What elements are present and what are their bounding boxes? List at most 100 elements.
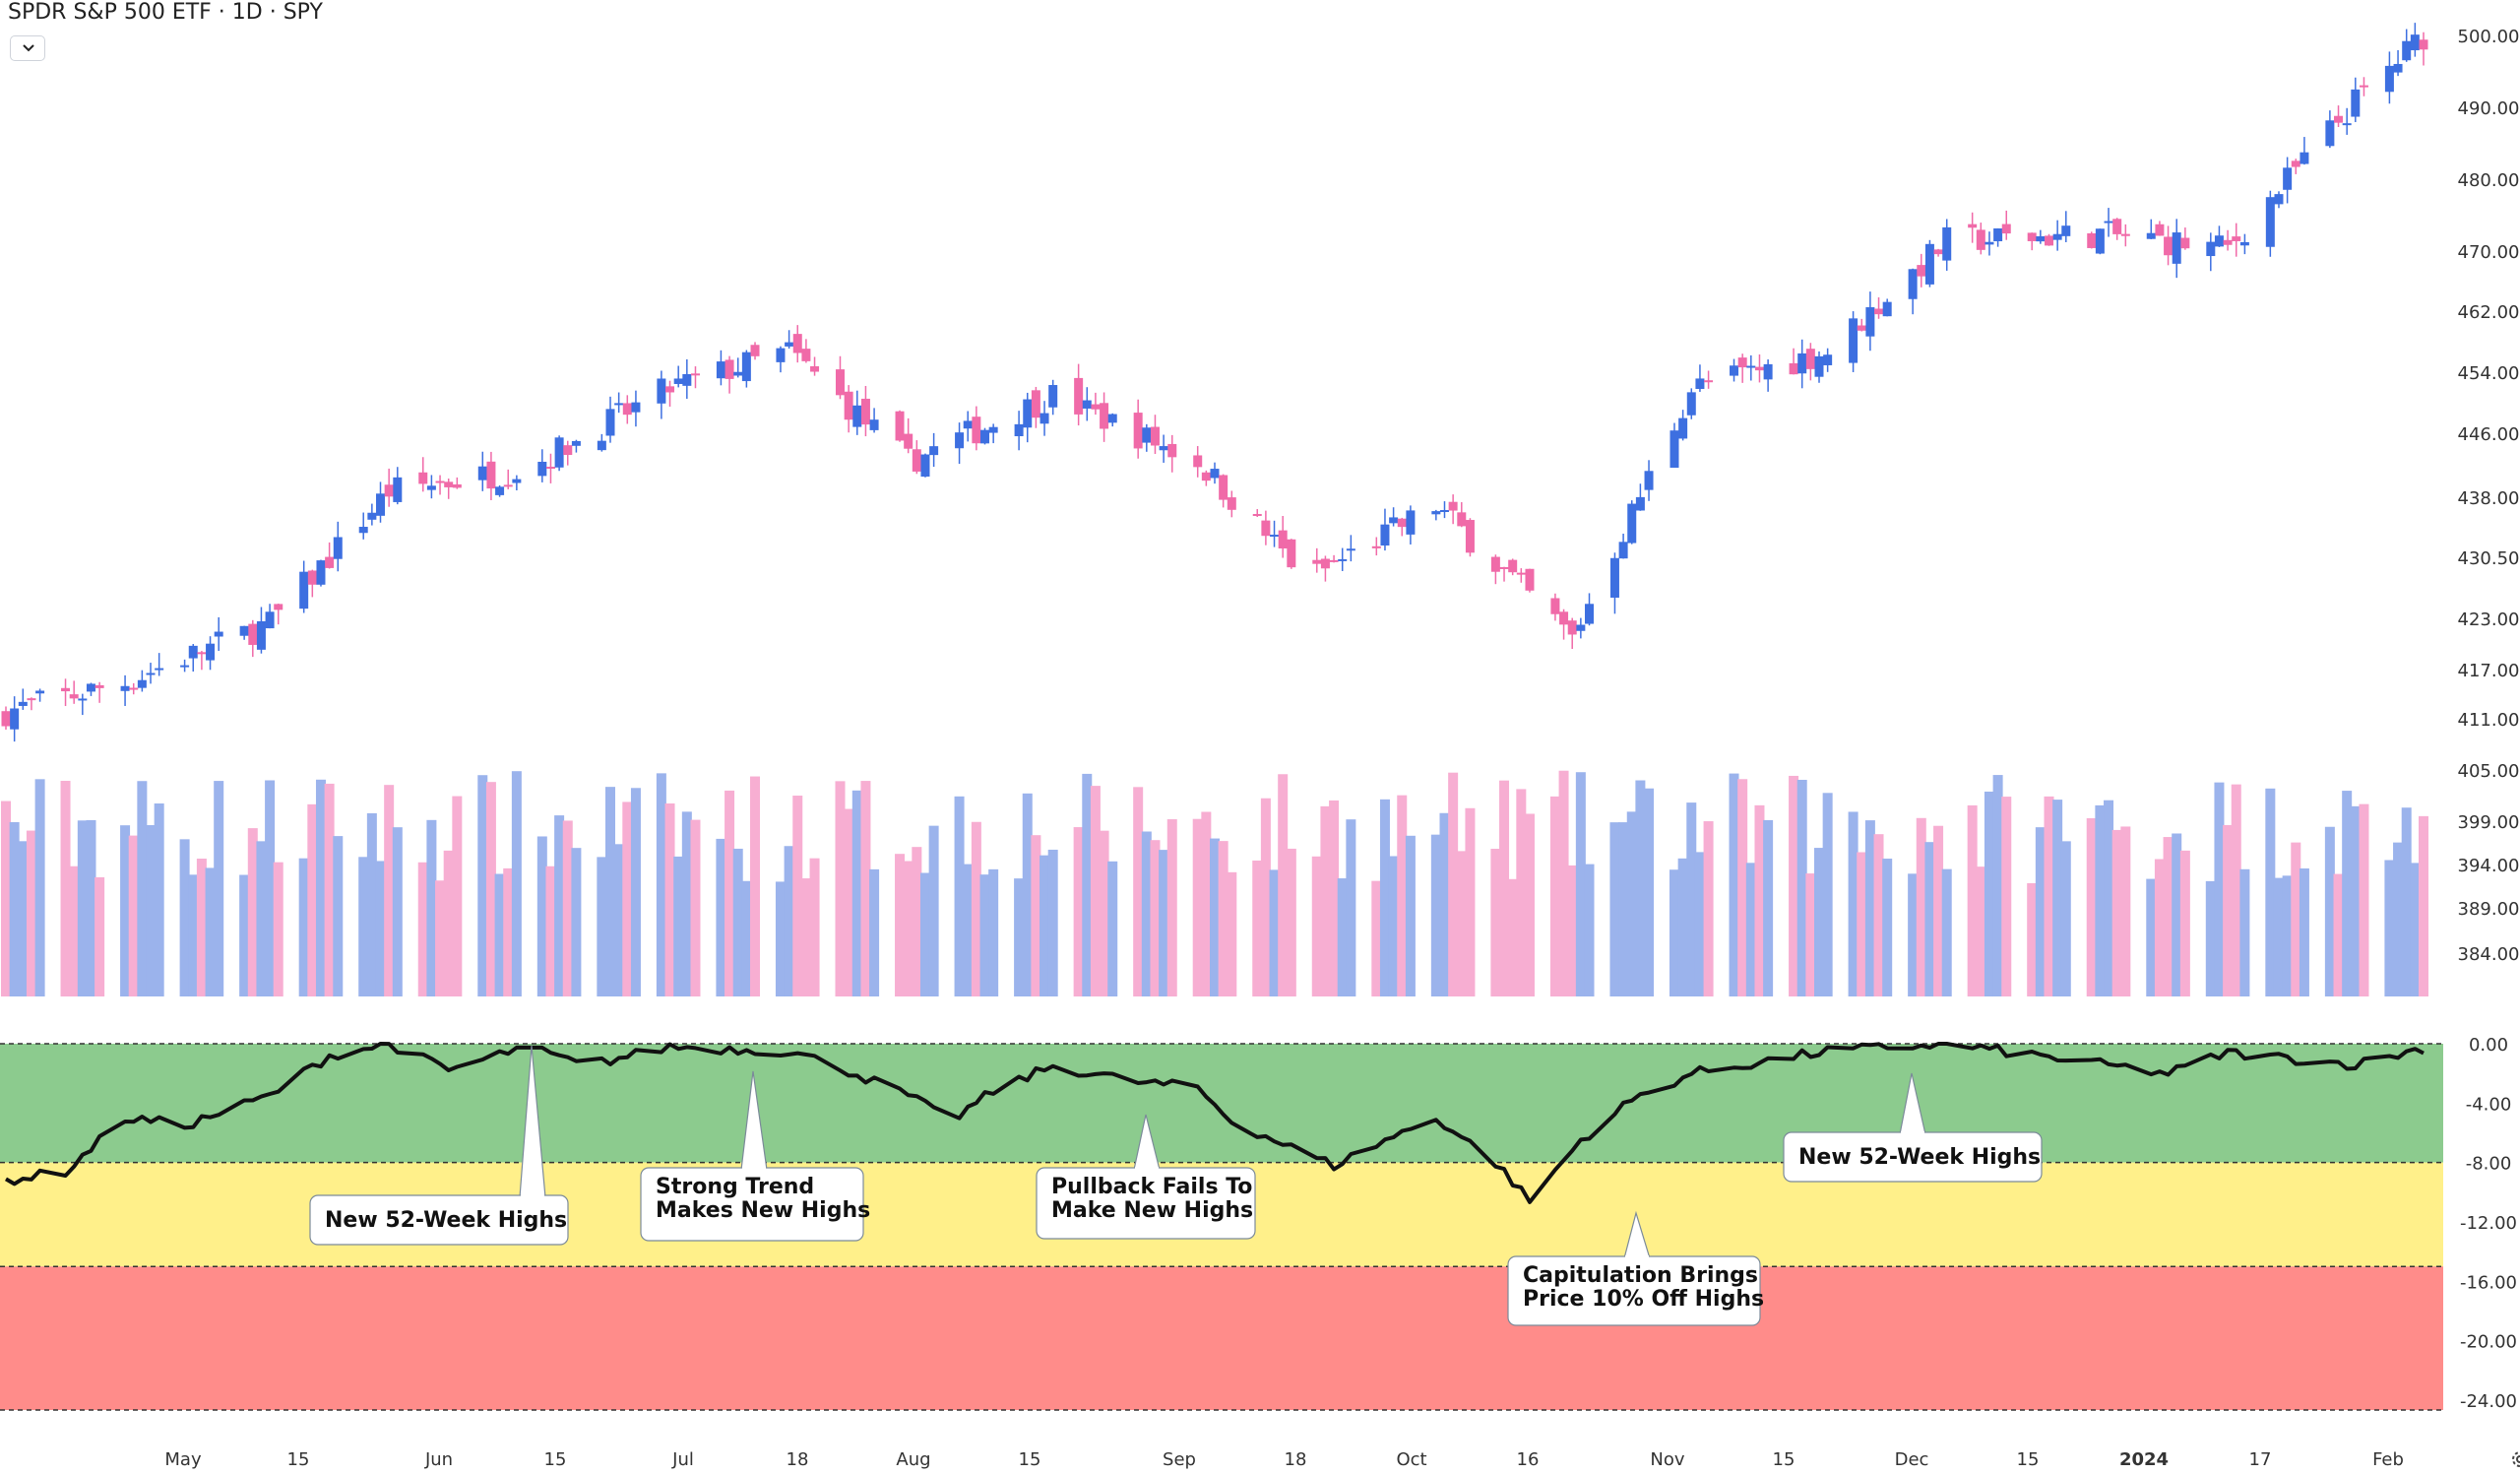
time-axis[interactable]: May 15 Jun 15 Jul 18 Aug 15 Sep 18 Oct 16 Nov 15 Dec 15… [164, 1449, 2404, 1470]
candle [1406, 510, 1416, 535]
volume-bar [1703, 821, 1714, 996]
volume-bar [2214, 782, 2225, 996]
volume-bar [732, 848, 743, 996]
volume-bar [2163, 837, 2174, 996]
volume-bar [256, 841, 267, 996]
zone-red [0, 1266, 2443, 1410]
candle [2052, 233, 2062, 240]
price-tick-label: 394.00 [2458, 856, 2520, 876]
collapse-button[interactable] [10, 35, 45, 61]
candle [1823, 354, 1833, 365]
candle [1320, 558, 1330, 569]
price-axis[interactable]: 500.00 490.00 480.00 470.00 462.00 454.00 446.… [2458, 27, 2520, 965]
volume-bar [1575, 772, 1586, 996]
candle [435, 481, 445, 483]
volume-bar [2359, 803, 2369, 996]
time-tick-label: 15 [1019, 1449, 1041, 1470]
volume-bar [1848, 811, 1858, 996]
volume-bar [1397, 795, 1408, 996]
candle [393, 477, 403, 502]
volume-bar [2111, 829, 2122, 996]
volume-bar [86, 819, 96, 996]
candle [1857, 325, 1866, 331]
candle [665, 386, 675, 393]
volume-bar [1941, 868, 1952, 996]
volume-bar [571, 848, 582, 996]
volume-bar [34, 779, 45, 996]
candle [1193, 455, 1203, 468]
volume-bar [1908, 873, 1919, 996]
volume-bar [1371, 880, 1382, 996]
volume-bar [979, 874, 990, 996]
volume-bar [2273, 877, 2284, 996]
candle [69, 694, 79, 699]
candle [869, 419, 879, 430]
indicator-axis[interactable]: 0.00 -4.00 -8.00 -12.00 -16.00 -20.00 -24.00 [2460, 1035, 2517, 1412]
volume-bar [2291, 842, 2301, 996]
volume-bar [1346, 819, 1356, 996]
volume-bar [2052, 800, 2063, 996]
volume-bar [2401, 807, 2412, 996]
candle [563, 445, 573, 456]
candle [155, 668, 164, 671]
volume-bar [1166, 819, 1177, 996]
volume-bar [2223, 824, 2234, 996]
candle [239, 625, 249, 636]
time-tick-label: Jul [671, 1449, 694, 1470]
candle [367, 512, 377, 520]
candle [912, 449, 921, 472]
volume-bar [1278, 774, 1289, 996]
gear-icon [2512, 1451, 2520, 1467]
candle [1627, 503, 1637, 544]
candle [1107, 414, 1117, 423]
volume-bar [1210, 838, 1220, 996]
time-tick-label: Feb [2372, 1449, 2404, 1470]
volume-bar [2044, 796, 2054, 996]
candle [206, 643, 216, 661]
candle [955, 432, 965, 449]
volume-bar [2324, 826, 2335, 996]
volume-bar [613, 844, 624, 996]
candle [2300, 152, 2309, 164]
volume-bar [928, 825, 939, 996]
volume-bar [1694, 852, 1705, 996]
candle [1210, 469, 1220, 479]
volume-bar [128, 835, 139, 996]
volume-bar [1439, 812, 1450, 996]
candle [418, 472, 428, 484]
candle [358, 527, 368, 534]
candle [2146, 232, 2156, 239]
candle [137, 679, 147, 688]
candle [2087, 232, 2097, 248]
volume-bar [77, 820, 88, 996]
volume-bar [179, 839, 190, 996]
callout-box [309, 1194, 569, 1246]
volume-bar [1430, 834, 1441, 996]
volume-bar [656, 773, 666, 996]
price-tick-label: 423.00 [2458, 609, 2520, 630]
volume-bar [2027, 883, 2038, 996]
candle [657, 378, 666, 404]
volume-bar [1857, 852, 1867, 996]
candle [1797, 353, 1807, 374]
time-tick-label: Sep [1163, 1449, 1196, 1470]
candle [1040, 413, 1049, 424]
volume-bar [2419, 815, 2428, 996]
candle [963, 420, 973, 429]
candle [2402, 40, 2412, 61]
volume-bar [265, 780, 276, 996]
volume-bar [605, 787, 615, 996]
candle [1431, 511, 1441, 515]
candle [2334, 115, 2344, 123]
candle [1490, 556, 1500, 572]
candle [265, 611, 275, 629]
candle [2393, 63, 2403, 73]
annotation-callout: New 52-Week Highs [309, 1045, 569, 1246]
settings-button[interactable] [2508, 1447, 2520, 1471]
candle [690, 373, 700, 376]
candle [1678, 417, 1688, 439]
candle [1252, 514, 1262, 517]
candle [835, 369, 845, 396]
volume-bar [2179, 850, 2190, 996]
